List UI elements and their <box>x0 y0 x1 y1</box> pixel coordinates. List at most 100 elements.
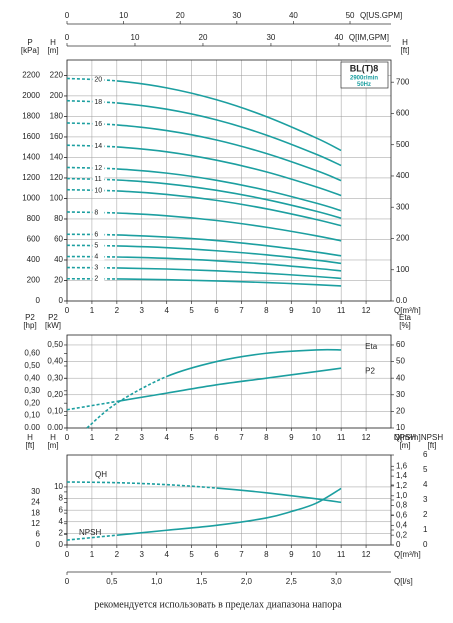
y-axis-title: [ft] <box>428 441 437 450</box>
x-tick-label: 4 <box>164 550 169 559</box>
y-tick-label: 20 <box>54 276 63 285</box>
y-tick-label: 0,30 <box>47 373 63 382</box>
y-tick-label: 500 <box>396 140 410 149</box>
curve <box>116 190 342 227</box>
x-tick-label: 0 <box>65 550 70 559</box>
label-bg <box>92 242 105 250</box>
x-tick-label: 0 <box>65 11 70 20</box>
y-axis-title: H <box>402 38 408 47</box>
y-tick-label: 1 <box>423 525 428 534</box>
curve <box>66 534 117 541</box>
y-tick-label: 0,10 <box>24 411 40 420</box>
x-tick-label: 1,5 <box>196 577 208 586</box>
x-tick-label: 10 <box>119 11 128 20</box>
y-axis-title: H <box>27 433 33 442</box>
x-tick-label: 1 <box>90 550 95 559</box>
x-axis-title: Q[m³/h] <box>394 433 421 442</box>
y-tick-label: 160 <box>50 132 64 141</box>
y-tick-label: 8 <box>59 494 64 503</box>
curve <box>116 146 342 197</box>
y-tick-label: 0,20 <box>24 398 40 407</box>
y-tick-label: 0,30 <box>24 386 40 395</box>
x-tick-label: 10 <box>312 550 321 559</box>
x-tick-label: 5 <box>189 306 194 315</box>
y-tick-label: 0 <box>59 296 64 305</box>
speed: 2900r/min <box>350 76 378 82</box>
y-tick-label: 60 <box>396 340 405 349</box>
series-label: NPSH <box>79 528 101 537</box>
x-tick-label: 9 <box>289 433 294 442</box>
curve <box>66 177 117 181</box>
y-tick-label: 0,8 <box>396 501 408 510</box>
label-bg <box>92 186 105 194</box>
y-tick-label: 10 <box>54 482 63 491</box>
y-tick-label: 5 <box>423 465 428 474</box>
y-tick-label: 0 <box>423 540 428 549</box>
curve <box>216 487 342 504</box>
series-label: 16 <box>94 121 102 128</box>
y-axis-title: P <box>27 38 32 47</box>
series-label: 5 <box>94 242 98 249</box>
y-tick-label: 200 <box>396 234 410 243</box>
x-tick-label: 6 <box>214 433 219 442</box>
y-tick-label: 6 <box>423 450 428 459</box>
y-axis-title: P2 <box>48 313 58 322</box>
series-label: Eta <box>365 342 378 351</box>
x-tick-label: 50 <box>346 11 355 20</box>
y-tick-label: 700 <box>396 77 410 86</box>
y-axis-title: [hp] <box>23 321 36 330</box>
model: BL(T)8 <box>350 63 379 73</box>
curve <box>116 487 342 536</box>
curve <box>66 255 117 258</box>
x-tick-label: 10 <box>312 306 321 315</box>
curve <box>66 481 217 489</box>
plots: 0 1 2 3 4 5 6 7 8 9 10 11 12 Q[m³/h]0 10 20 30 40 50 Q[US.G… <box>21 11 443 586</box>
label-bg <box>92 275 105 283</box>
y-axis-title: NPSH <box>421 433 443 442</box>
x-tick-label: 2 <box>115 433 120 442</box>
curve <box>116 256 342 272</box>
curve <box>66 122 117 126</box>
plot-frame <box>66 454 392 546</box>
y-tick-label: 1000 <box>22 194 40 203</box>
y-tick-label: 1600 <box>22 132 40 141</box>
y-axis-title: [ft] <box>401 46 410 55</box>
y-tick-label: 600 <box>27 235 41 244</box>
y-tick-label: 1,4 <box>396 471 408 480</box>
y-tick-label: 100 <box>50 194 64 203</box>
curve <box>116 80 342 152</box>
curve <box>66 211 117 214</box>
x-tick-label: 0 <box>65 33 70 42</box>
plot-frame <box>66 59 392 302</box>
y-tick-label: 1400 <box>22 153 40 162</box>
x-tick-label: 0 <box>65 306 70 315</box>
x-tick-label: 40 <box>289 11 298 20</box>
curve <box>116 168 342 212</box>
y-tick-label: 400 <box>396 171 410 180</box>
label-bg <box>92 142 105 150</box>
series-label: 2 <box>94 276 98 283</box>
y-tick-label: 0,40 <box>47 357 63 366</box>
y-tick-label: 30 <box>31 487 40 496</box>
series-label: 14 <box>94 143 102 150</box>
y-tick-label: 0,50 <box>47 340 63 349</box>
y-tick-label: 30 <box>396 390 405 399</box>
series-label: 8 <box>94 209 98 216</box>
y-tick-label: 50 <box>396 357 405 366</box>
y-tick-label: 400 <box>27 255 41 264</box>
label-bg <box>92 264 105 272</box>
series-label: 18 <box>94 99 102 106</box>
y-tick-label: 0,60 <box>24 349 40 358</box>
y-tick-label: 2000 <box>22 91 40 100</box>
y-axis-title: H <box>50 433 56 442</box>
x-tick-label: 5 <box>189 550 194 559</box>
x-tick-label: 12 <box>362 433 371 442</box>
x-tick-label: 7 <box>239 550 244 559</box>
curve <box>166 348 342 378</box>
y-tick-label: 0,4 <box>396 520 408 529</box>
y-tick-label: 3 <box>423 495 428 504</box>
y-tick-label: 1,2 <box>396 481 408 490</box>
x-tick-label: 11 <box>337 306 346 315</box>
y-tick-label: 300 <box>396 202 410 211</box>
